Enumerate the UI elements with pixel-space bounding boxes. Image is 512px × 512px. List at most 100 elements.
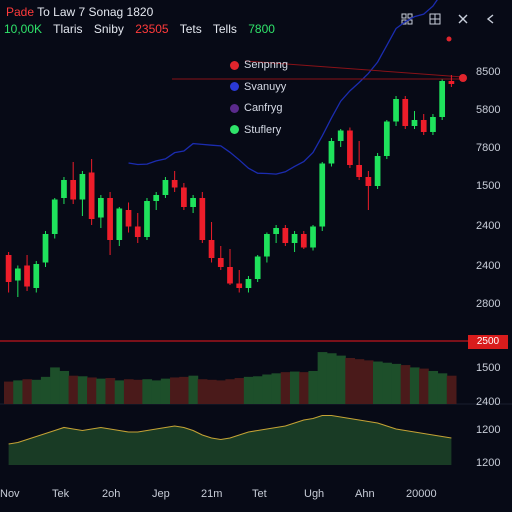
tab-label2[interactable]: Tells [212, 22, 237, 36]
candle-body [190, 198, 196, 207]
volume-bar [437, 373, 448, 404]
volume-bar [446, 375, 457, 404]
volume-bar [142, 379, 153, 404]
tab-label[interactable]: Tets [179, 22, 202, 36]
candle-body [420, 120, 427, 132]
volume-bar [326, 353, 337, 404]
volume-tick: 2400 [476, 396, 501, 408]
volume-bar [96, 378, 106, 404]
candle-body [347, 130, 353, 165]
volume-bar [354, 359, 365, 404]
volume-bar [400, 365, 411, 404]
ticker-change: 23505 [135, 22, 169, 36]
ticker-row: 10,00K Tlaris Sniby 23505 Tets Tells 780… [4, 22, 283, 36]
candle-body [208, 240, 215, 258]
candle-body [393, 99, 399, 122]
volume-bar [216, 380, 226, 404]
legend-item[interactable]: Svanuyy [230, 77, 288, 97]
legend-item[interactable]: Canfryg [230, 98, 288, 118]
volume-bar [87, 377, 97, 404]
candle-body [402, 99, 409, 126]
candle-body [383, 121, 390, 156]
candle-body [365, 177, 372, 186]
volume-bar [225, 379, 236, 404]
volume-bar [345, 357, 356, 404]
legend-item[interactable]: Stuflery [230, 120, 288, 140]
price-tick: 2400 [476, 220, 501, 232]
crosshair-icon[interactable] [428, 12, 442, 26]
volume-bar [391, 363, 402, 404]
candle-body [356, 165, 363, 177]
oscillator-line [8, 414, 452, 445]
candle-body [134, 226, 141, 237]
volume-bar [114, 380, 125, 404]
volume-bar [428, 370, 439, 404]
time-axis: Nov Tek 2oh Jep 21m Tet Ugh Ahn 20000 [0, 488, 512, 504]
candle-body [42, 234, 49, 263]
candle-body [144, 201, 150, 237]
volume-bar [206, 379, 217, 404]
volume-bar [123, 379, 134, 404]
candle-body [33, 264, 40, 288]
price-tick: 8500 [476, 66, 501, 78]
volume-bar [50, 367, 60, 404]
time-tick: 21m [201, 488, 223, 500]
candle-body [319, 163, 326, 227]
candle-body [5, 255, 12, 282]
tab-value: 7800 [248, 22, 275, 36]
chevron-left-icon[interactable] [484, 12, 498, 26]
price-tick: 7800 [476, 142, 501, 154]
legend-dot [230, 82, 239, 91]
chart-header: Pade To Law 7 Sonag 1820 10,00K Tlaris S… [0, 0, 512, 40]
volume-bar [151, 380, 162, 404]
legend-label: Stuflery [244, 123, 282, 136]
candle-body [273, 228, 279, 234]
diagonal-trendline [244, 60, 464, 78]
chart-legend: Senpnng Svanuyy Canfryg Stuflery [230, 55, 288, 141]
volume-bar [419, 368, 429, 404]
candle-body [24, 265, 30, 287]
title-rest: To Law 7 Sonag 1820 [34, 5, 154, 19]
volume-bar [170, 377, 180, 404]
volume-bar [262, 374, 273, 404]
volume-bar [299, 372, 309, 404]
volume-bar [105, 378, 116, 404]
legend-item[interactable]: Senpnng [230, 55, 288, 75]
volume-bar [363, 360, 374, 404]
ticker-name[interactable]: Tlaris [53, 22, 83, 36]
volume-bar [409, 367, 420, 404]
volume-bar [317, 352, 328, 404]
volume-bar [234, 378, 245, 404]
candle-body [328, 141, 335, 164]
time-tick: 2oh [102, 488, 121, 500]
toolbar-icons [400, 12, 498, 26]
candle-body [227, 267, 233, 284]
close-icon[interactable] [456, 12, 470, 26]
legend-label: Senpnng [244, 59, 289, 71]
price-tick: 1500 [476, 180, 501, 192]
price-marker [446, 36, 452, 42]
legend-dot [230, 103, 239, 113]
candle-body [14, 268, 21, 281]
candle-body [153, 195, 160, 201]
candle-body [97, 198, 104, 218]
volume-bar [77, 376, 88, 404]
candle-body [107, 198, 113, 240]
moving-average-line [128, 0, 438, 175]
volume-bar [68, 375, 79, 404]
candle-body [70, 180, 77, 200]
candle-body [310, 226, 316, 248]
volume-bar [372, 361, 383, 404]
ticker-label2[interactable]: Sniby [93, 22, 124, 36]
time-tick: Ugh [304, 488, 325, 500]
price-tick: 5800 [476, 104, 501, 116]
volume-bar [4, 381, 14, 404]
time-tick: Tek [52, 488, 70, 500]
candle-body [291, 234, 298, 243]
volume-bar [59, 370, 70, 404]
volume-bar [40, 376, 51, 404]
ticker-value: 10,00K [4, 22, 43, 36]
volume-bar [22, 379, 33, 404]
volume-bar [289, 371, 300, 404]
